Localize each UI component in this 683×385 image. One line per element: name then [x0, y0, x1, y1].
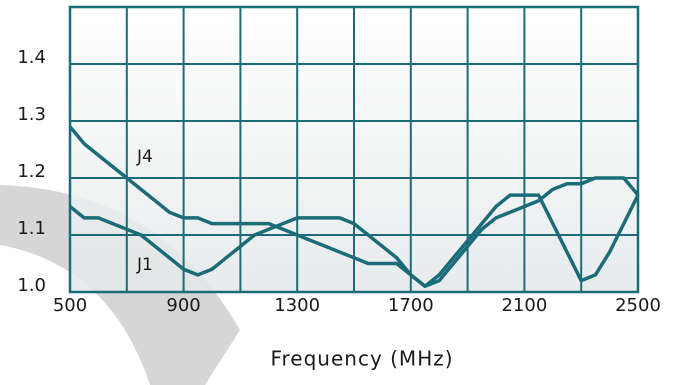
x-tick-label: 2100 — [501, 295, 547, 316]
series-line — [68, 125, 640, 289]
plot-border — [68, 5, 640, 294]
series-label: J4 — [136, 147, 153, 167]
x-tick-label: 1700 — [388, 295, 434, 316]
x-tick-label: 2500 — [615, 295, 661, 316]
y-tick-label: 1.2 — [17, 161, 46, 182]
y-tick-label: 1.1 — [17, 218, 46, 239]
x-axis-title: Frequency (MHz) — [270, 347, 453, 371]
x-tick-label: 500 — [53, 295, 87, 316]
y-tick-label: 1.4 — [17, 47, 46, 68]
y-tick-label: 1.3 — [17, 104, 46, 125]
x-tick-label: 900 — [166, 295, 200, 316]
series-line — [68, 176, 640, 289]
series-label: J1 — [136, 255, 153, 275]
y-tick-label: 1.0 — [17, 275, 46, 296]
x-tick-label: 1300 — [274, 295, 320, 316]
